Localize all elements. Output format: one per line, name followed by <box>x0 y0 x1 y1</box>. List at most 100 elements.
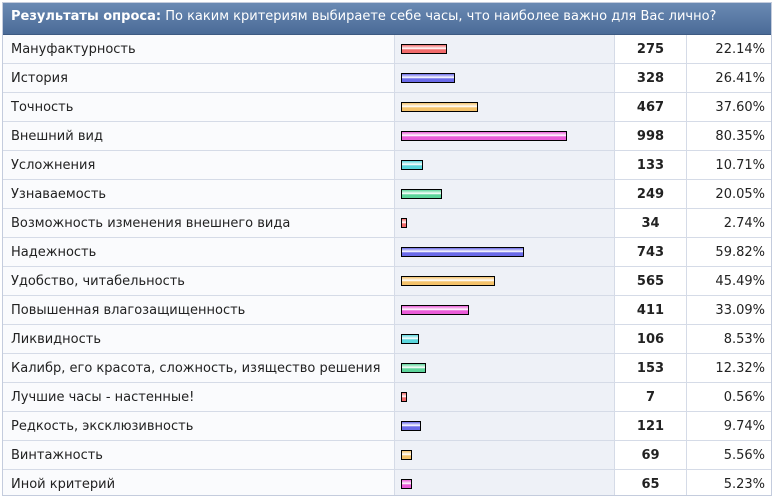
bar-track <box>401 392 607 402</box>
vote-count: 998 <box>615 122 687 150</box>
poll-row: Иной критерий 65 5.23% <box>3 470 771 495</box>
option-label: Надежность <box>3 238 395 266</box>
poll-row: История 328 26.41% <box>3 64 771 93</box>
result-bar <box>401 479 412 489</box>
vote-count: 69 <box>615 441 687 469</box>
vote-percent: 59.82% <box>687 238 771 266</box>
bar-track <box>401 102 607 112</box>
option-label: Винтажность <box>3 441 395 469</box>
result-bar <box>401 44 447 54</box>
vote-count: 65 <box>615 470 687 495</box>
option-label: Узнаваемость <box>3 180 395 208</box>
poll-row: Ликвидность 106 8.53% <box>3 325 771 354</box>
bar-track <box>401 421 607 431</box>
option-bar-cell <box>395 325 615 353</box>
vote-count: 249 <box>615 180 687 208</box>
option-bar-cell <box>395 122 615 150</box>
poll-title: Результаты опроса: <box>11 9 162 24</box>
option-label: Удобство, читабельность <box>3 267 395 295</box>
vote-count: 743 <box>615 238 687 266</box>
poll-row: Редкость, эксклюзивность 121 9.74% <box>3 412 771 441</box>
option-label: Калибр, его красота, сложность, изяществ… <box>3 354 395 382</box>
result-bar <box>401 305 469 315</box>
vote-percent: 33.09% <box>687 296 771 324</box>
vote-percent: 0.56% <box>687 383 771 411</box>
bar-track <box>401 73 607 83</box>
option-label: Редкость, эксклюзивность <box>3 412 395 440</box>
poll-row: Точность 467 37.60% <box>3 93 771 122</box>
poll-row: Повышенная влагозащищенность 411 33.09% <box>3 296 771 325</box>
vote-count: 106 <box>615 325 687 353</box>
option-bar-cell <box>395 93 615 121</box>
option-bar-cell <box>395 64 615 92</box>
vote-percent: 80.35% <box>687 122 771 150</box>
poll-row: Узнаваемость 249 20.05% <box>3 180 771 209</box>
bar-track <box>401 334 607 344</box>
bar-track <box>401 305 607 315</box>
option-bar-cell <box>395 238 615 266</box>
poll-row: Надежность 743 59.82% <box>3 238 771 267</box>
poll-row: Возможность изменения внешнего вида 34 2.7… <box>3 209 771 238</box>
option-bar-cell <box>395 35 615 63</box>
option-label: Внешний вид <box>3 122 395 150</box>
bar-track <box>401 363 607 373</box>
result-bar <box>401 218 407 228</box>
option-label: Мануфактурность <box>3 35 395 63</box>
vote-count: 153 <box>615 354 687 382</box>
result-bar <box>401 450 412 460</box>
option-label: Точность <box>3 93 395 121</box>
result-bar <box>401 102 478 112</box>
option-label: Повышенная влагозащищенность <box>3 296 395 324</box>
bar-track <box>401 44 607 54</box>
vote-percent: 20.05% <box>687 180 771 208</box>
poll-question: По каким критериям выбираете себе часы, … <box>165 9 717 24</box>
poll-row: Калибр, его красота, сложность, изяществ… <box>3 354 771 383</box>
vote-count: 467 <box>615 93 687 121</box>
result-bar <box>401 247 524 257</box>
option-label: Возможность изменения внешнего вида <box>3 209 395 237</box>
result-bar <box>401 392 407 402</box>
vote-percent: 2.74% <box>687 209 771 237</box>
vote-count: 565 <box>615 267 687 295</box>
poll-row: Внешний вид 998 80.35% <box>3 122 771 151</box>
result-bar <box>401 131 567 141</box>
vote-percent: 45.49% <box>687 267 771 295</box>
option-label: Усложнения <box>3 151 395 179</box>
poll-row: Винтажность 69 5.56% <box>3 441 771 470</box>
option-bar-cell <box>395 151 615 179</box>
vote-percent: 5.23% <box>687 470 771 495</box>
vote-count: 275 <box>615 35 687 63</box>
option-bar-cell <box>395 296 615 324</box>
vote-percent: 10.71% <box>687 151 771 179</box>
vote-percent: 22.14% <box>687 35 771 63</box>
vote-percent: 9.74% <box>687 412 771 440</box>
result-bar <box>401 421 421 431</box>
bar-track <box>401 276 607 286</box>
option-label: Ликвидность <box>3 325 395 353</box>
option-bar-cell <box>395 383 615 411</box>
poll-row: Мануфактурность 275 22.14% <box>3 35 771 64</box>
vote-count: 328 <box>615 64 687 92</box>
poll-rows: Мануфактурность 275 22.14% История 328 26.41%… <box>3 35 771 495</box>
result-bar <box>401 160 423 170</box>
vote-percent: 8.53% <box>687 325 771 353</box>
option-bar-cell <box>395 354 615 382</box>
bar-track <box>401 189 607 199</box>
vote-count: 121 <box>615 412 687 440</box>
result-bar <box>401 189 442 199</box>
bar-track <box>401 479 607 489</box>
result-bar <box>401 334 419 344</box>
poll-row: Лучшие часы - настенные! 7 0.56% <box>3 383 771 412</box>
vote-percent: 37.60% <box>687 93 771 121</box>
option-label: Иной критерий <box>3 470 395 495</box>
option-bar-cell <box>395 412 615 440</box>
poll-row: Усложнения 133 10.71% <box>3 151 771 180</box>
bar-track <box>401 450 607 460</box>
vote-count: 411 <box>615 296 687 324</box>
bar-track <box>401 160 607 170</box>
option-bar-cell <box>395 441 615 469</box>
option-bar-cell <box>395 267 615 295</box>
vote-percent: 5.56% <box>687 441 771 469</box>
poll-row: Удобство, читабельность 565 45.49% <box>3 267 771 296</box>
vote-count: 34 <box>615 209 687 237</box>
